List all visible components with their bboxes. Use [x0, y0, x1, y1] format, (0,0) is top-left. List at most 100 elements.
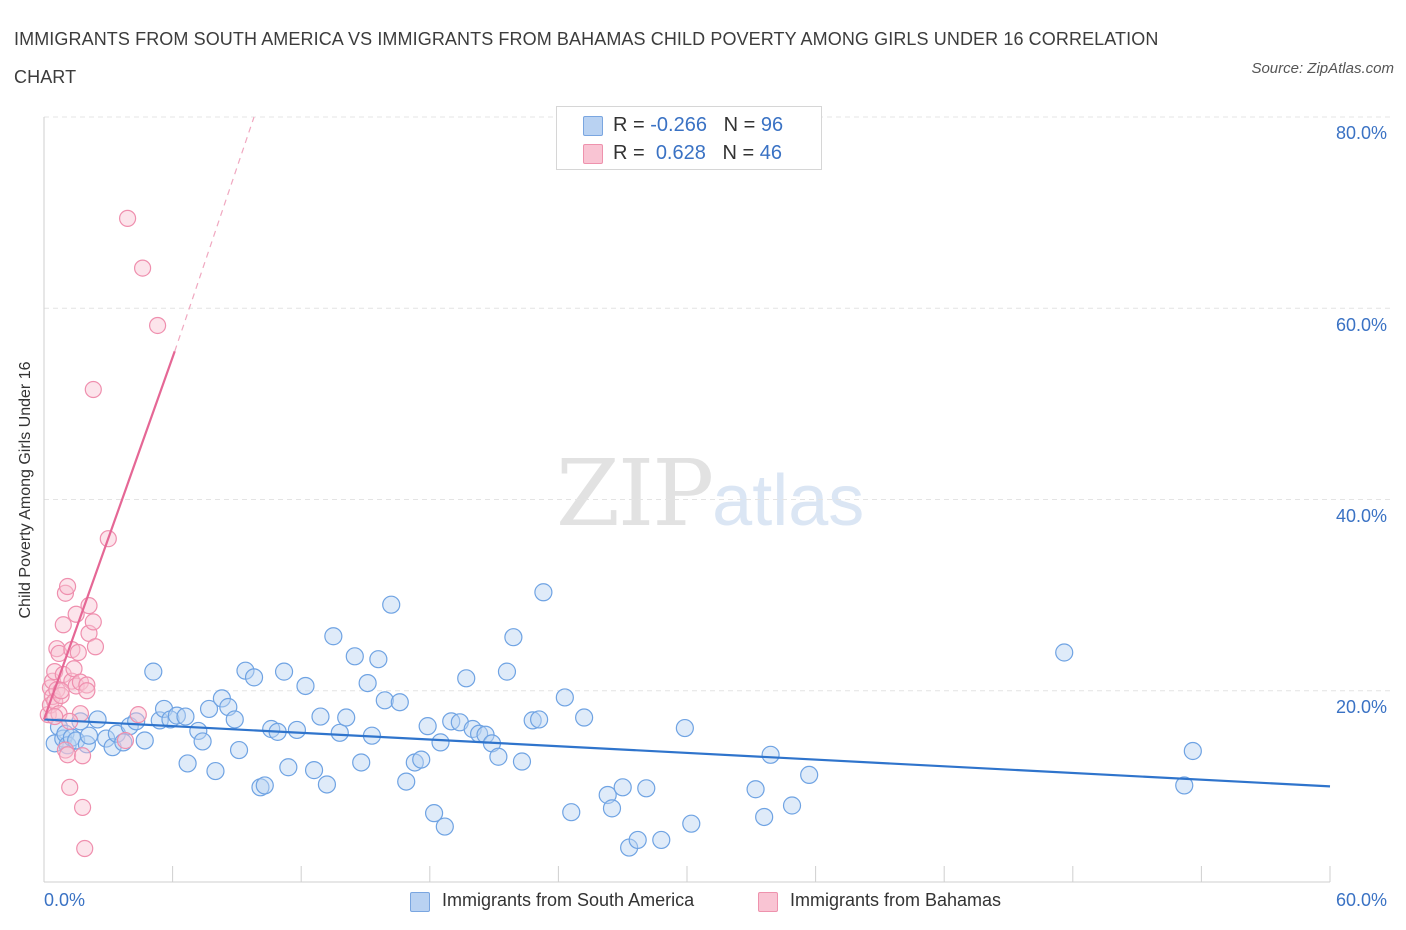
- point-south-america-61: [424, 804, 444, 823]
- legend-text-blue: R = -0.266 N = 96: [613, 113, 783, 137]
- point-south-america-36: [255, 776, 274, 795]
- point-bahamas-18: [61, 778, 79, 796]
- legend-n-value-pink: 46: [759, 142, 783, 164]
- point-south-america-10: [88, 710, 107, 729]
- legend-r-value-pink: 0.628: [655, 142, 706, 164]
- point-south-america-82: [602, 799, 622, 818]
- point-south-america-88: [675, 718, 694, 738]
- point-south-america-23: [176, 707, 195, 726]
- point-bahamas-24: [69, 643, 87, 662]
- bottom-legend-swatch-pink: [758, 892, 778, 912]
- watermark-zip: ZIP: [556, 440, 714, 547]
- point-south-america-76: [530, 710, 549, 729]
- point-south-america-90: [746, 780, 765, 799]
- point-south-america-49: [345, 647, 364, 666]
- legend-swatch-blue: [583, 116, 603, 136]
- point-bahamas-38: [118, 209, 137, 227]
- source-label: Source: ZipAtlas.com: [1251, 60, 1394, 77]
- point-south-america-74: [512, 752, 532, 771]
- watermark-atlas: atlas: [712, 461, 865, 541]
- legend-r-value-blue: -0.266: [650, 114, 707, 136]
- point-south-america-1: [49, 717, 69, 737]
- y-tick-label-60: 60.0%: [1336, 315, 1388, 335]
- point-south-america-39: [274, 662, 294, 681]
- point-bahamas-30: [78, 676, 96, 694]
- point-bahamas-29: [76, 839, 94, 858]
- point-south-america-93: [782, 796, 802, 815]
- trendline-bahamas: [42, 350, 176, 720]
- point-south-america-72: [497, 662, 517, 681]
- watermark: ZIPatlas: [556, 440, 864, 547]
- bottom-legend-swatch-blue: [410, 892, 430, 912]
- point-south-america-50: [352, 753, 371, 772]
- correlation-legend: R = -0.266 N = 96 R = 0.628 N = 46: [556, 106, 822, 170]
- y-axis-label: Child Poverty Among Girls Under 16: [17, 361, 34, 619]
- point-bahamas-40: [133, 259, 152, 277]
- point-south-america-83: [613, 778, 632, 797]
- point-south-america-96: [1175, 776, 1194, 795]
- point-south-america-60: [418, 717, 437, 736]
- point-south-america-46: [324, 627, 343, 646]
- point-south-america-55: [382, 595, 401, 614]
- point-south-america-62: [431, 733, 450, 752]
- chart-title: IMMIGRANTS FROM SOUTH AMERICA VS IMMIGRA…: [14, 29, 1159, 87]
- y-tick-label-80: 80.0%: [1336, 123, 1388, 143]
- point-south-america-32: [229, 740, 249, 760]
- point-bahamas-16: [58, 577, 77, 596]
- legend-r-label: R =: [613, 114, 645, 136]
- legend-text-pink: R = 0.628 N = 46: [613, 141, 782, 165]
- point-south-america-51: [358, 673, 377, 693]
- point-bahamas-42: [84, 380, 102, 399]
- point-south-america-24: [178, 754, 197, 773]
- point-south-america-81: [598, 785, 617, 805]
- point-south-america-43: [304, 761, 324, 780]
- trendline-bahamas-extension: [174, 116, 255, 352]
- point-south-america-47: [330, 723, 349, 742]
- point-bahamas-37: [116, 731, 135, 750]
- point-south-america-26: [193, 732, 212, 751]
- point-south-america-92: [761, 745, 780, 764]
- point-bahamas-39: [129, 706, 147, 724]
- point-south-america-16: [127, 712, 146, 731]
- point-south-america-31: [225, 710, 244, 729]
- point-south-america-95: [1055, 643, 1074, 662]
- bottom-legend-label-pink: Immigrants from Bahamas: [790, 890, 1002, 910]
- point-bahamas-17: [58, 746, 77, 764]
- point-south-america-42: [296, 676, 315, 696]
- point-south-america-86: [637, 779, 656, 798]
- x-tick-label-0: 0.0%: [44, 890, 86, 910]
- point-south-america-59: [412, 750, 431, 769]
- point-south-america-9: [79, 726, 99, 745]
- legend-n-label: N =: [723, 114, 756, 136]
- point-south-america-48: [337, 708, 356, 727]
- point-south-america-34: [244, 668, 264, 687]
- point-south-america-77: [534, 583, 553, 602]
- y-tick-label-40: 40.0%: [1336, 506, 1388, 526]
- point-south-america-94: [800, 765, 819, 785]
- point-south-america-78: [555, 688, 574, 707]
- point-south-america-17: [135, 731, 154, 750]
- point-south-america-40: [279, 758, 298, 777]
- point-south-america-80: [575, 708, 594, 727]
- point-south-america-53: [369, 650, 388, 669]
- bottom-legend-label-blue: Immigrants from South America: [442, 890, 695, 910]
- point-south-america-54: [375, 691, 394, 710]
- point-south-america-56: [390, 693, 409, 712]
- y-tick-label-20: 20.0%: [1336, 697, 1388, 717]
- point-south-america-87: [652, 830, 671, 850]
- point-bahamas-41: [148, 316, 167, 335]
- point-south-america-79: [562, 803, 581, 822]
- point-south-america-63: [435, 817, 454, 836]
- legend-swatch-pink: [583, 144, 603, 164]
- point-south-america-18: [144, 662, 163, 681]
- point-south-america-45: [317, 775, 337, 794]
- point-bahamas-14: [56, 584, 75, 602]
- point-bahamas-34: [84, 613, 102, 631]
- point-south-america-14: [114, 733, 133, 752]
- point-south-america-97: [1183, 741, 1202, 761]
- x-tick-label-60: 60.0%: [1336, 890, 1388, 910]
- point-bahamas-45: [46, 707, 64, 726]
- point-south-america-28: [206, 761, 225, 781]
- point-south-america-44: [311, 707, 330, 726]
